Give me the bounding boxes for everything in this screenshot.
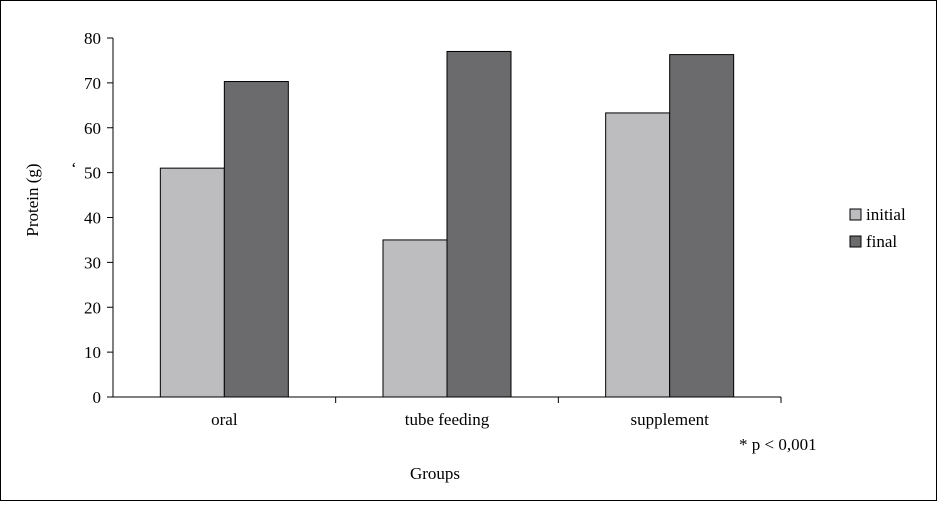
y-tick-labels: 0 10 20 30 40 50 60 70 80: [84, 29, 101, 407]
y-tick-label: 80: [84, 29, 101, 48]
bar-initial-tube-feeding: [382, 239, 448, 398]
legend-swatch-final: [849, 235, 862, 248]
bar-final-tube-feeding: [446, 50, 512, 398]
legend-label-initial: initial: [866, 205, 906, 224]
x-axis: [113, 396, 782, 403]
y-axis-label: Protein (g): [23, 163, 42, 236]
bars-group: [159, 50, 735, 398]
y-tick-label: 60: [84, 119, 101, 138]
x-category-label: tube feeding: [405, 410, 490, 429]
bar-final-supplement: [669, 54, 735, 398]
legend-swatch-initial: [849, 208, 862, 221]
bar-initial-oral: [159, 167, 225, 398]
y-tick-label: 0: [93, 388, 102, 407]
x-category-label: oral: [211, 410, 238, 429]
x-axis-label: Groups: [410, 464, 460, 483]
bar-final-oral: [223, 81, 289, 398]
y-tick-label: 40: [84, 209, 101, 228]
significance-note: * p < 0,001: [739, 435, 817, 454]
y-tick-label: 30: [84, 253, 101, 272]
x-category-labels: oral tube feeding supplement: [211, 410, 709, 429]
legend-label-final: final: [866, 232, 897, 251]
y-axis: [107, 37, 114, 398]
y-tick-label: 50: [84, 164, 101, 183]
legend: initial final: [841, 200, 917, 264]
y-tick-label: 10: [84, 343, 101, 362]
stray-mark: ‘: [71, 159, 77, 178]
bar-initial-supplement: [605, 112, 671, 398]
y-tick-label: 20: [84, 298, 101, 317]
y-tick-label: 70: [84, 74, 101, 93]
x-category-label: supplement: [630, 410, 709, 429]
